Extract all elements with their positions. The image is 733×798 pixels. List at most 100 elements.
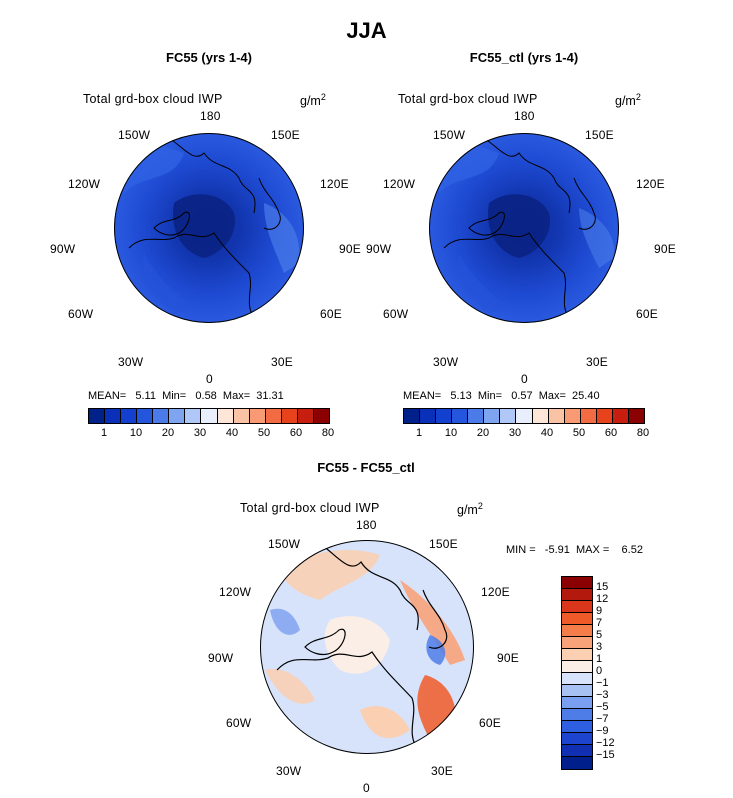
colorbar-tick-label: 7 bbox=[596, 617, 603, 629]
panel-1-variable-label: Total grd-box cloud IWP bbox=[83, 92, 223, 106]
panel-3-lon-label: 180 bbox=[356, 518, 377, 532]
colorbar-tick-label: −9 bbox=[596, 725, 609, 737]
panel-1-lon-label: 180 bbox=[200, 109, 221, 123]
panel-2-lon-label: 120E bbox=[636, 177, 665, 191]
colorbar-tick-label: −7 bbox=[596, 713, 609, 725]
panel-1-lon-label: 150E bbox=[271, 128, 300, 142]
panel-3-colorbar bbox=[561, 576, 593, 770]
panel-1-lon-label: 120W bbox=[68, 177, 101, 191]
colorbar-swatch bbox=[297, 409, 314, 423]
panel-3-lon-label: 150E bbox=[429, 537, 458, 551]
panel-2-stats: MEAN= 5.13 Min= 0.57 Max= 25.40 bbox=[403, 390, 600, 402]
figure-title: JJA bbox=[346, 18, 387, 43]
colorbar-tick-label: 20 bbox=[161, 427, 175, 439]
panel-1-field-patch bbox=[143, 253, 194, 313]
colorbar-swatch bbox=[313, 409, 329, 423]
panel-1-lon-label: 90E bbox=[339, 242, 361, 256]
colorbar-swatch bbox=[137, 409, 154, 423]
panel-3-lon-label: 30W bbox=[276, 764, 302, 778]
panel-2-units: g/m2 bbox=[615, 92, 641, 109]
panel-1-lon-label: 60E bbox=[320, 307, 342, 321]
colorbar-tick-label: 80 bbox=[321, 427, 335, 439]
panel-2-field-patch bbox=[438, 143, 499, 193]
panel-3-colorbar-ticks: 15 12 9 7 5 3 1 0 −1 −3 −5 −7 −9 −12 −15 bbox=[596, 576, 636, 776]
panel-3-lon-label: 90E bbox=[497, 651, 519, 665]
colorbar-swatch bbox=[217, 409, 234, 423]
panel-2-lon-label: 180 bbox=[514, 109, 535, 123]
panel-2-field-patch bbox=[458, 253, 509, 313]
colorbar-swatch bbox=[562, 745, 592, 757]
colorbar-tick-label: 1 bbox=[596, 653, 603, 665]
colorbar-tick-label: 10 bbox=[129, 427, 143, 439]
panel-2-variable-label: Total grd-box cloud IWP bbox=[398, 92, 538, 106]
panel-1-lon-label: 60W bbox=[68, 307, 94, 321]
panel-3-title: FC55 - FC55_ctl bbox=[317, 460, 415, 475]
panel-1-stats: MEAN= 5.11 Min= 0.58 Max= 31.31 bbox=[88, 390, 284, 402]
colorbar-swatch bbox=[562, 757, 592, 769]
panel-2-lon-label: 150W bbox=[433, 128, 466, 142]
colorbar-swatch bbox=[201, 409, 218, 423]
panel-2-lon-label: 60E bbox=[636, 307, 658, 321]
colorbar-swatch bbox=[562, 721, 592, 733]
panel-2-coastline bbox=[468, 211, 505, 236]
panel-3-field-patch bbox=[280, 550, 380, 600]
colorbar-swatch bbox=[562, 613, 592, 625]
colorbar-swatch bbox=[596, 409, 613, 423]
colorbar-swatch bbox=[516, 409, 533, 423]
colorbar-swatch bbox=[89, 409, 106, 423]
panel-2-colorbar-ticks: 1 10 20 30 40 50 60 80 bbox=[403, 427, 649, 441]
panel-1-units: g/m2 bbox=[300, 92, 326, 109]
panel-1-colorbar bbox=[88, 408, 330, 424]
colorbar-swatch bbox=[562, 625, 592, 637]
colorbar-tick-label: 80 bbox=[636, 427, 650, 439]
colorbar-swatch bbox=[562, 697, 592, 709]
colorbar-swatch bbox=[562, 661, 592, 673]
panel-2-lon-label: 120W bbox=[383, 177, 416, 191]
colorbar-tick-label: 9 bbox=[596, 605, 603, 617]
panel-1-coastline bbox=[258, 177, 281, 230]
colorbar-swatch bbox=[468, 409, 485, 423]
panel-1-polar-map bbox=[114, 133, 304, 323]
panel-2-lon-label: 150E bbox=[585, 128, 614, 142]
colorbar-swatch bbox=[562, 589, 592, 601]
colorbar-swatch bbox=[562, 577, 592, 589]
colorbar-swatch bbox=[436, 409, 453, 423]
panel-1-lon-label: 120E bbox=[320, 177, 349, 191]
panel-1-coastline bbox=[153, 211, 190, 236]
panel-3-lon-label: 30E bbox=[431, 764, 453, 778]
colorbar-swatch bbox=[404, 409, 421, 423]
panel-3-field-patch bbox=[400, 580, 465, 665]
colorbar-swatch bbox=[612, 409, 629, 423]
panel-2-polar-map bbox=[429, 133, 619, 323]
colorbar-swatch bbox=[562, 709, 592, 721]
panel-2-coastline bbox=[573, 177, 596, 230]
colorbar-swatch bbox=[628, 409, 644, 423]
colorbar-swatch bbox=[121, 409, 138, 423]
panel-2-field-core bbox=[488, 194, 550, 258]
panel-2-lon-label: 30E bbox=[586, 355, 608, 369]
colorbar-tick-label: −15 bbox=[596, 749, 615, 761]
colorbar-tick-label: 40 bbox=[540, 427, 554, 439]
colorbar-swatch bbox=[500, 409, 517, 423]
panel-3-map-border bbox=[260, 540, 474, 754]
panel-3-field-patch bbox=[324, 616, 390, 674]
colorbar-tick-label: 60 bbox=[604, 427, 618, 439]
colorbar-tick-label: 40 bbox=[225, 427, 239, 439]
panel-1-lon-label: 30E bbox=[271, 355, 293, 369]
colorbar-tick-label: 50 bbox=[572, 427, 586, 439]
panel-3-lon-label: 120W bbox=[219, 585, 252, 599]
panel-1-colorbar-ticks: 1 10 20 30 40 50 60 80 bbox=[88, 427, 334, 441]
panel-3-coastline bbox=[276, 651, 418, 749]
panel-1-coastline bbox=[168, 137, 256, 214]
colorbar-swatch bbox=[564, 409, 581, 423]
panel-3-field-patch bbox=[426, 635, 446, 665]
colorbar-swatch bbox=[562, 637, 592, 649]
panel-2-coastline bbox=[443, 232, 570, 319]
panel-2-colorbar bbox=[403, 408, 645, 424]
colorbar-swatch bbox=[562, 601, 592, 613]
panel-1-map-border bbox=[114, 133, 304, 323]
panel-2-lon-label: 0 bbox=[521, 372, 528, 386]
colorbar-tick-label: −12 bbox=[596, 737, 615, 749]
panel-2-map-border bbox=[429, 133, 619, 323]
colorbar-swatch bbox=[281, 409, 298, 423]
